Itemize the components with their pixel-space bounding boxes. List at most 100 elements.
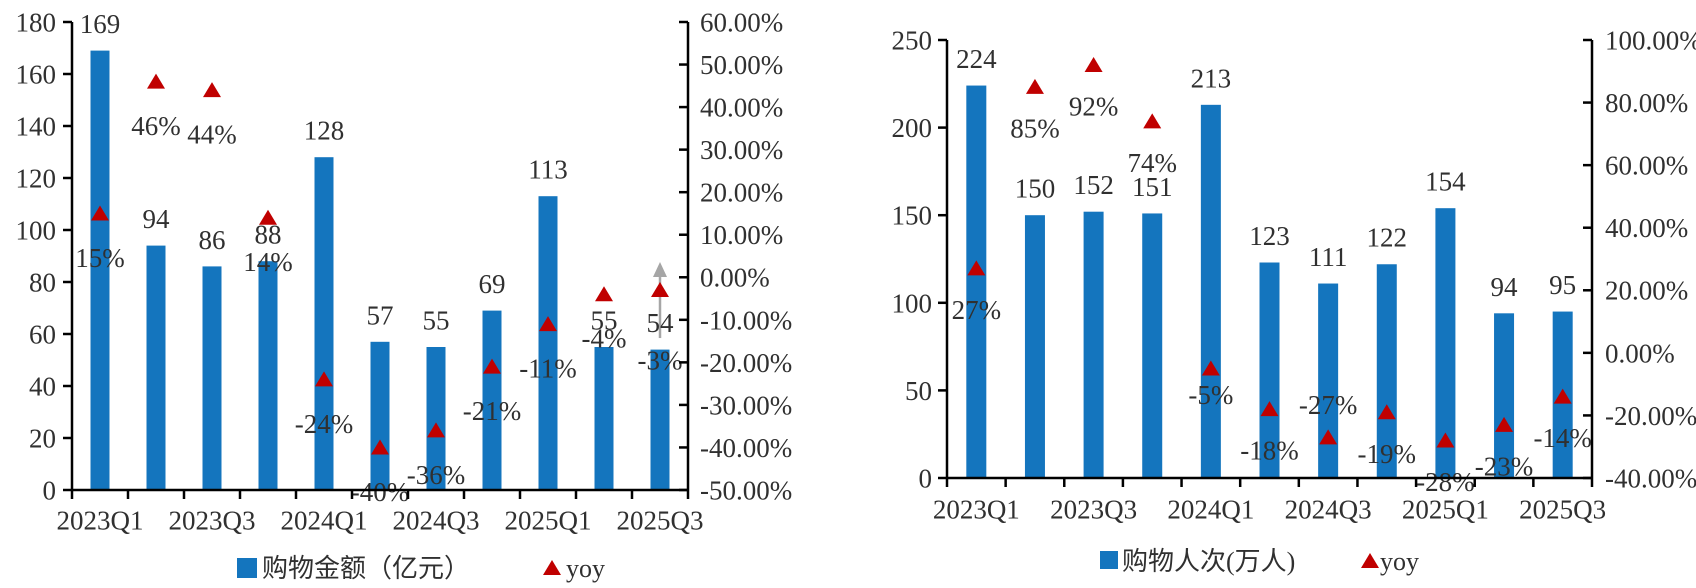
- y-axis-left-tick-label: 60: [29, 319, 56, 349]
- yoy-marker-2023Q2: [1025, 78, 1044, 94]
- bar-2025Q2: [594, 347, 614, 490]
- y-axis-right-tick-label: -40.00%: [1605, 463, 1696, 493]
- y-axis-left-tick-label: 50: [905, 376, 932, 406]
- bar-value-label-2025Q3: 95: [1549, 270, 1576, 300]
- y-axis-left-tick-label: 80: [29, 267, 56, 297]
- bar-value-label-2025Q2: 94: [1491, 272, 1519, 302]
- bar-value-label-2023Q3: 152: [1073, 170, 1114, 200]
- bar-2024Q3: [1318, 283, 1339, 478]
- legend-label-yoy-series: yoy: [1380, 547, 1419, 576]
- y-axis-right-tick-label: 60.00%: [1605, 151, 1688, 181]
- yoy-marker-2024Q2: [371, 439, 389, 455]
- y-axis-left-tick-label: 160: [16, 59, 57, 89]
- bar-value-label-2024Q4: 69: [479, 269, 506, 299]
- yoy-marker-2024Q4: [1377, 404, 1396, 420]
- chart-shopping-visits: 224 150 152 151 213 123 111 122 154 94 95 27% 85% 92%…: [848, 0, 1696, 588]
- legend-swatch-yoy-series: [1361, 553, 1379, 568]
- legend-swatch-bar-series: [237, 558, 257, 578]
- bar-2024Q1: [314, 157, 334, 490]
- bar-value-label-2024Q4: 122: [1367, 223, 1408, 253]
- y-axis-left-tick-label: 120: [16, 163, 57, 193]
- y-axis-right-tick-label: 0.00%: [700, 263, 770, 293]
- legend-label-bar-series: 购物人次(万人): [1122, 547, 1295, 576]
- yoy-value-label-2023Q3: 44%: [187, 120, 237, 150]
- bar-value-label-2024Q2: 123: [1249, 221, 1290, 251]
- y-axis-left-tick-label: 100: [16, 215, 57, 245]
- yoy-value-label-2024Q1: -24%: [295, 409, 353, 439]
- bar-value-label-2024Q3: 55: [423, 305, 450, 335]
- bar-value-label-2023Q4: 151: [1132, 172, 1173, 202]
- yoy-marker-2023Q1: [967, 260, 986, 276]
- yoy-value-label-2023Q1: 27%: [952, 295, 1002, 325]
- yoy-marker-2025Q3: [1553, 388, 1572, 404]
- bar-value-label-2023Q4: 88: [255, 220, 282, 250]
- x-axis-tick-label: 2025Q1: [505, 505, 592, 535]
- y-axis-right-tick-label: 80.00%: [1605, 88, 1688, 118]
- yoy-value-label-2025Q1: -28%: [1416, 467, 1474, 497]
- yoy-value-label-2023Q1: 15%: [75, 243, 125, 273]
- x-axis-tick-label: 2023Q3: [169, 505, 256, 535]
- bar-2024Q1: [1200, 104, 1221, 478]
- yoy-value-label-2023Q4: 14%: [243, 247, 293, 277]
- y-axis-left-tick-label: 250: [892, 25, 933, 55]
- x-axis-tick-label: 2024Q1: [1167, 494, 1254, 524]
- bar-value-label-2024Q1: 128: [304, 116, 345, 146]
- y-axis-left-tick-label: 40: [29, 371, 56, 401]
- yoy-marker-2023Q3: [203, 82, 221, 98]
- y-axis-right-tick-label: -40.00%: [700, 433, 792, 463]
- yoy-marker-2024Q1: [315, 371, 333, 387]
- x-axis-tick-label: 2023Q1: [933, 494, 1020, 524]
- yoy-marker-2024Q3: [1319, 429, 1338, 445]
- y-axis-left-tick-label: 0: [919, 463, 933, 493]
- yoy-value-label-2023Q3: 92%: [1069, 91, 1119, 121]
- y-axis-left-tick-label: 100: [892, 288, 933, 318]
- bar-2025Q1: [1435, 208, 1456, 478]
- x-axis-tick-label: 2024Q1: [281, 505, 368, 535]
- y-axis-right-tick-label: -30.00%: [700, 390, 792, 420]
- y-axis-right-tick-label: -50.00%: [700, 475, 792, 505]
- bar-2024Q2: [1259, 262, 1280, 478]
- x-axis-tick-label: 2023Q3: [1050, 494, 1137, 524]
- x-axis-tick-label: 2024Q3: [1285, 494, 1372, 524]
- bar-2023Q2: [146, 245, 166, 490]
- x-axis-tick-label: 2025Q3: [1519, 494, 1606, 524]
- y-axis-right-tick-label: 40.00%: [700, 93, 783, 123]
- legend-label-bar-series: 购物金额（亿元）: [262, 554, 470, 583]
- bar-value-label-2025Q3: 54: [647, 308, 675, 338]
- bar-2023Q4: [258, 261, 278, 490]
- y-axis-right-tick-label: 10.00%: [700, 220, 783, 250]
- bar-value-label-2024Q2: 57: [367, 300, 394, 330]
- bar-2025Q3: [650, 349, 670, 490]
- yoy-marker-2023Q4: [1143, 113, 1162, 129]
- yoy-marker-2025Q1: [1436, 432, 1455, 448]
- yoy-marker-2024Q1: [1201, 360, 1220, 376]
- yoy-value-label-2024Q3: -36%: [407, 460, 465, 490]
- y-axis-right-tick-label: 20.00%: [700, 178, 783, 208]
- bar-value-label-2023Q3: 86: [199, 225, 226, 255]
- chart-shopping-amount: 169 94 86 88 128 57 55 69 113 55 54 15% 46% 44% 14% -24…: [16, 7, 793, 583]
- y-axis-left-tick-label: 140: [16, 111, 57, 141]
- x-axis-tick-label: 2025Q3: [617, 505, 704, 535]
- bar-value-label-2023Q1: 224: [956, 44, 997, 74]
- bar-2025Q1: [538, 196, 558, 490]
- yoy-marker-2025Q2: [595, 286, 613, 302]
- bar-2023Q1: [966, 85, 987, 478]
- y-axis-right-tick-label: -10.00%: [700, 305, 792, 335]
- bar-value-label-2024Q1: 213: [1191, 63, 1232, 93]
- yoy-marker-2025Q3: [651, 282, 669, 298]
- bar-2023Q2: [1024, 215, 1045, 478]
- yoy-marker-2023Q3: [1084, 57, 1103, 73]
- bar-2025Q2: [1494, 313, 1515, 478]
- bar-2023Q1: [90, 50, 110, 490]
- yoy-marker-2025Q1: [539, 316, 557, 332]
- y-axis-left-tick-label: 180: [16, 7, 57, 37]
- bar-2024Q2: [370, 341, 390, 490]
- y-axis-right-tick-label: 40.00%: [1605, 213, 1688, 243]
- yoy-value-label-2025Q3: -3%: [638, 345, 683, 375]
- yoy-marker-2025Q2: [1495, 416, 1514, 432]
- bar-value-label-2025Q2: 55: [591, 305, 618, 335]
- bar-2024Q4: [482, 310, 502, 490]
- yoy-marker-2024Q4: [483, 358, 501, 374]
- yoy-value-label-2023Q4: 74%: [1127, 148, 1177, 178]
- yoy-value-label-2025Q2: -23%: [1475, 451, 1533, 481]
